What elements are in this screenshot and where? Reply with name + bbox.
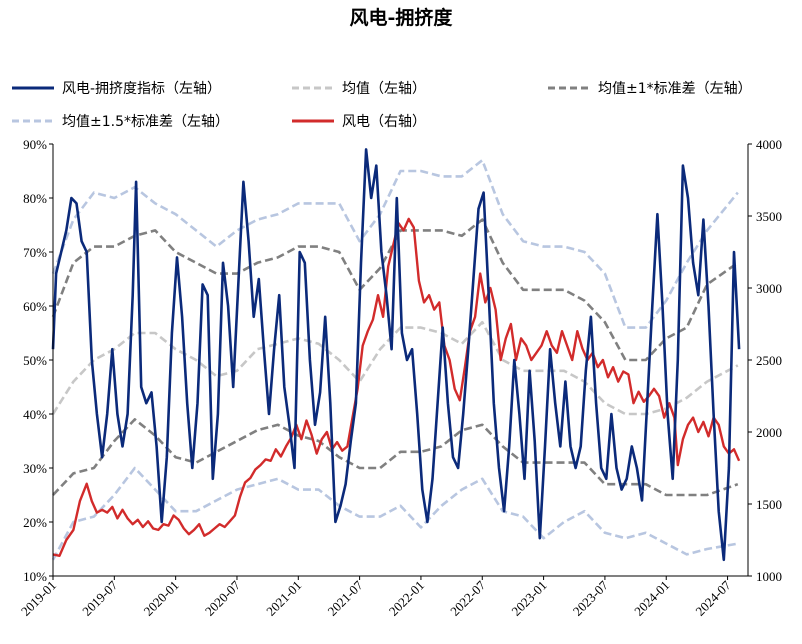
series-lower-1sd-line — [52, 418, 739, 497]
legend-label-wind: 风电（右轴） — [342, 114, 426, 130]
x-tick-label: 2023-07 — [570, 577, 612, 619]
x-tick-label: 2024-07 — [692, 577, 734, 619]
y-left-tick-label: 80% — [23, 191, 47, 206]
y-left-tick-label: 40% — [23, 407, 47, 422]
legend-label-mean: 均值（左轴） — [342, 81, 426, 97]
y-left-tick-label: 90% — [23, 137, 47, 152]
y-left-tick-label: 70% — [23, 245, 47, 260]
y-left-tick-label: 30% — [23, 461, 47, 476]
legend: 风电-拥挤度指标（左轴） 均值（左轴） 均值±1*标准差（左轴） 均值±1.5*标准差… — [12, 81, 752, 130]
x-tick-label: 2022-01 — [386, 578, 427, 619]
y-left-tick-label: 10% — [23, 569, 47, 584]
y-right-tick-label: 1500 — [756, 497, 782, 512]
y-right-tick-label: 2000 — [756, 425, 782, 440]
series-lower-1-5sd-line — [51, 466, 739, 561]
x-tick-label: 2023-01 — [508, 578, 549, 619]
plot-area — [51, 148, 741, 562]
x-tick-label: 2021-07 — [324, 577, 366, 619]
y-left-tick-label: 20% — [23, 515, 47, 530]
axes: 10% 20% 30% 40% 50% 60% 70% 80% 90% 1000 1500 2000 2… — [18, 137, 782, 619]
chart-title: 风电-拥挤度 — [350, 6, 454, 29]
series-upper-1sd-line — [51, 218, 739, 362]
x-tick-label: 2021-01 — [263, 578, 304, 619]
x-tick-label: 2019-07 — [79, 577, 121, 619]
series-upper-1-5sd-line — [51, 158, 739, 329]
y-right-tick-label: 3500 — [756, 209, 782, 224]
series-wind-line — [52, 217, 741, 557]
y-right-tick-label: 3000 — [756, 281, 782, 296]
y-right-tick-label: 4000 — [756, 137, 782, 152]
legend-label-index: 风电-拥挤度指标（左轴） — [62, 81, 221, 97]
x-tick-label: 2022-07 — [447, 577, 489, 619]
y-right-tick-label: 2500 — [756, 353, 782, 368]
x-tick-label: 2020-07 — [202, 577, 244, 619]
legend-label-band15: 均值±1.5*标准差（左轴） — [62, 114, 229, 130]
x-tick-label: 2020-01 — [141, 578, 182, 619]
legend-label-band1: 均值±1*标准差（左轴） — [598, 81, 752, 97]
series-crowding-index-line — [51, 148, 741, 562]
x-tick-label: 2024-01 — [631, 578, 672, 619]
y-left-tick-label: 50% — [23, 353, 47, 368]
y-right-tick-label: 1000 — [756, 569, 782, 584]
y-left-tick-label: 60% — [23, 299, 47, 314]
